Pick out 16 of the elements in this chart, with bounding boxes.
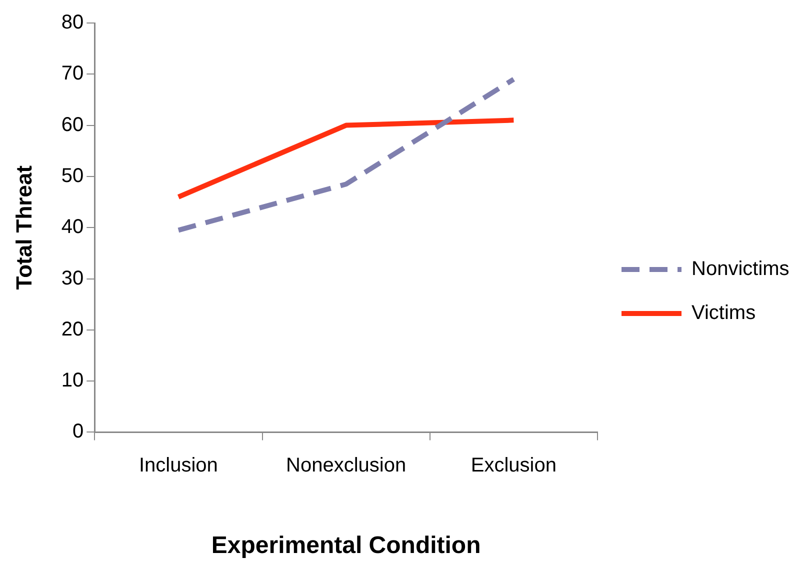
x-tick-label: Inclusion (138, 454, 218, 477)
legend-label: Nonvictims (692, 258, 790, 280)
y-tick-label: 10 (61, 370, 84, 392)
legend-label: Victims (692, 302, 756, 324)
y-tick-label: 20 (61, 318, 84, 340)
y-tick-label: 80 (61, 12, 84, 34)
y-axis-title: Total Threat (11, 164, 36, 290)
y-tick-label: 50 (61, 164, 84, 187)
y-tick-label: 60 (61, 114, 84, 136)
x-axis-title: Experimental Condition (211, 532, 481, 560)
x-tick-label: Nonexclusion (286, 454, 406, 477)
y-tick-label: 70 (61, 62, 84, 85)
y-tick-label: 0 (72, 420, 84, 443)
x-tick-label: Exclusion (470, 454, 556, 477)
y-tick-label: 30 (61, 267, 84, 290)
y-tick-label: 40 (61, 216, 84, 238)
